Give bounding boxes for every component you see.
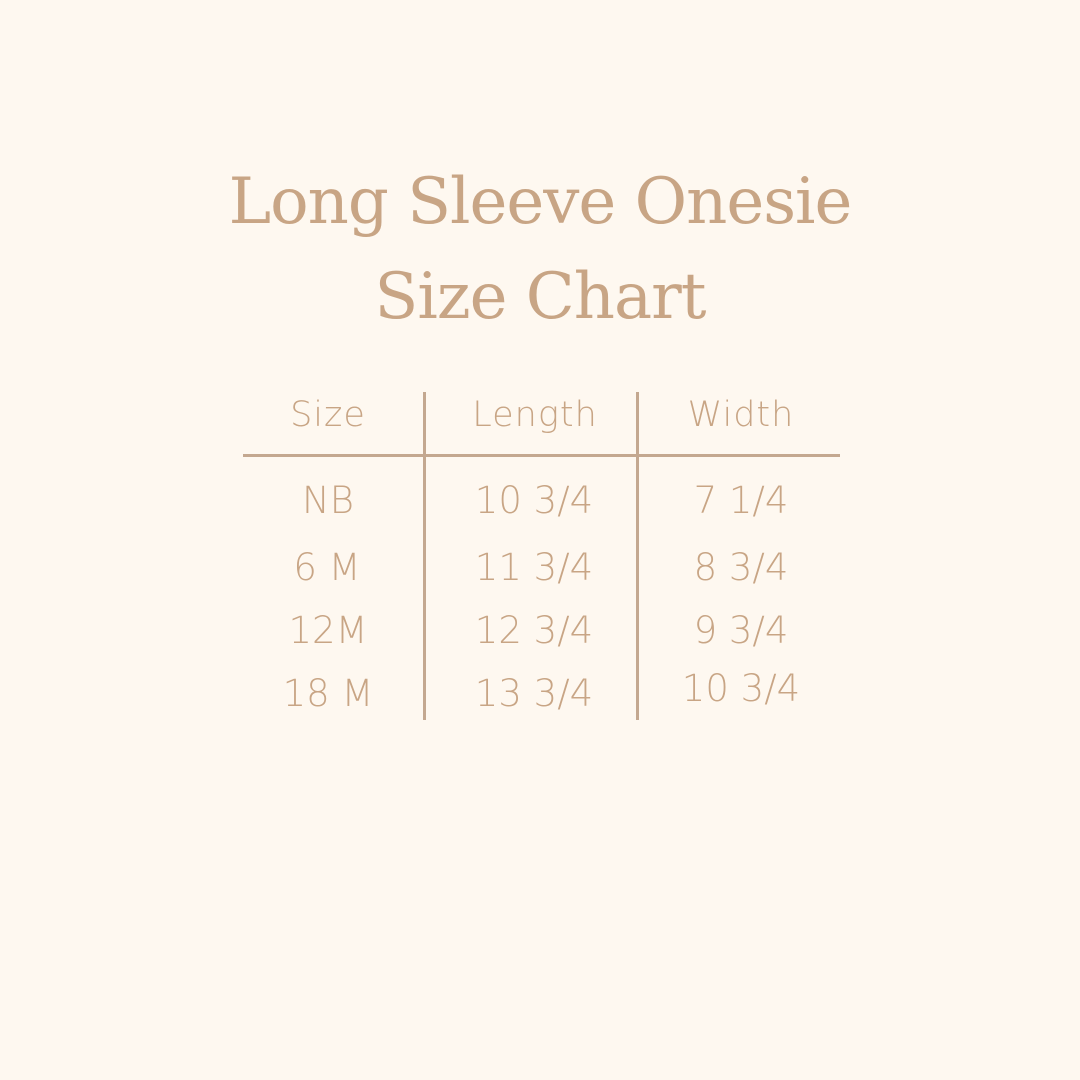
column-divider-2	[636, 392, 639, 720]
row-1-width: 8 3/4	[693, 546, 789, 589]
title-line-2: Size Chart	[374, 260, 707, 334]
row-2-width: 9 3/4	[693, 609, 789, 652]
row-2-size: 12M	[288, 609, 368, 652]
title-line-1: Long Sleeve Onesie	[228, 165, 853, 239]
column-divider-1	[423, 392, 426, 720]
row-3-length: 13 3/4	[474, 672, 594, 715]
row-0-size: NB	[302, 479, 354, 522]
row-3-size: 18 M	[282, 672, 374, 715]
header-length: Length	[472, 395, 598, 435]
row-1-size: 6 M	[293, 546, 361, 589]
header-size: Size	[290, 395, 366, 435]
header-divider	[243, 454, 840, 457]
row-0-width: 7 1/4	[693, 479, 789, 522]
row-3-width: 10 3/4	[681, 667, 801, 710]
row-1-length: 11 3/4	[474, 546, 594, 589]
row-2-length: 12 3/4	[474, 609, 594, 652]
header-width: Width	[687, 395, 795, 435]
row-0-length: 10 3/4	[474, 479, 594, 522]
